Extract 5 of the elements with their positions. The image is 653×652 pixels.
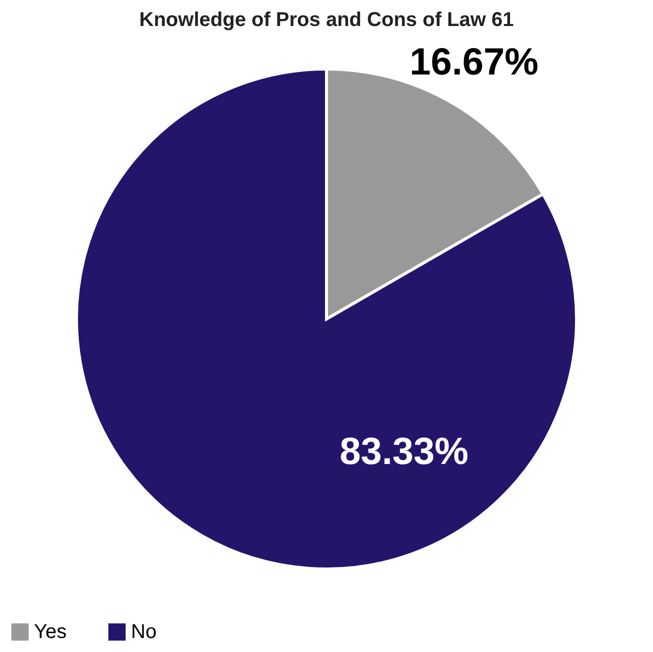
data-label: 83.33%: [340, 431, 468, 474]
legend-label: No: [131, 621, 157, 643]
legend-label: Yes: [34, 621, 67, 643]
data-label: 16.67%: [410, 42, 538, 84]
chart-title: Knowledge of Pros and Cons of Law 61: [139, 9, 514, 31]
